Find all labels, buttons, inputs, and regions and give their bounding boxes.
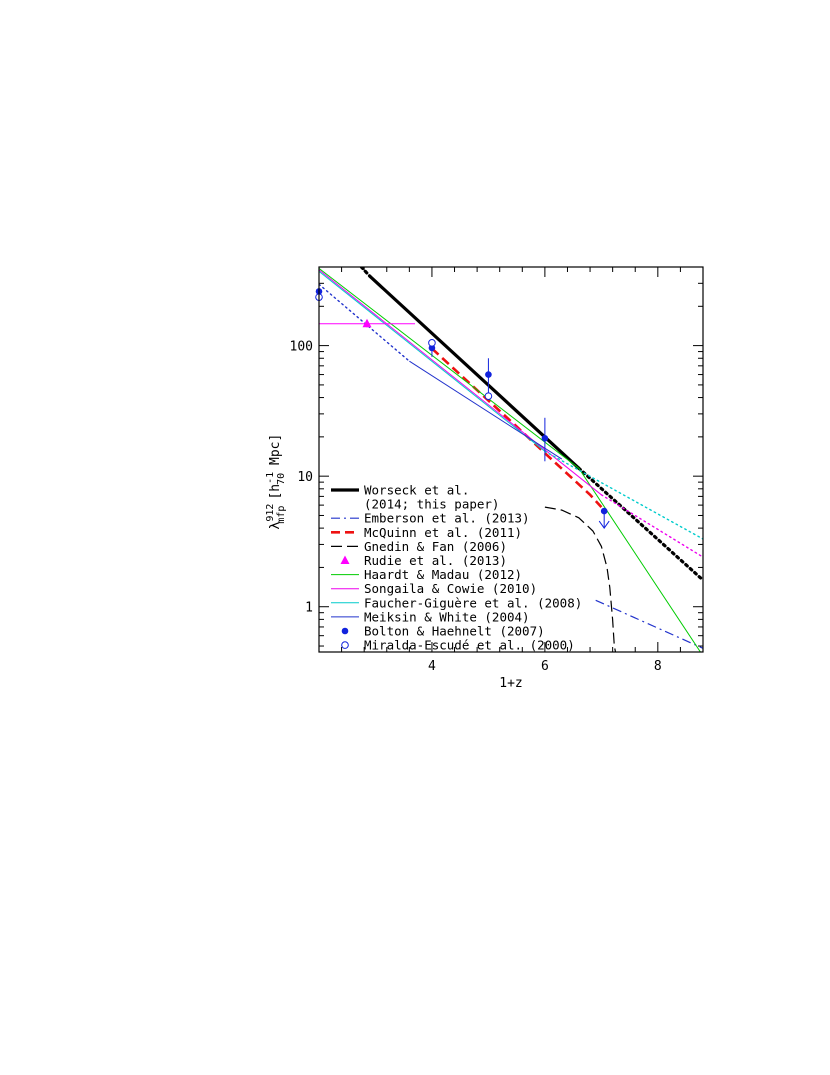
series-songaila-cowie-2010-extension bbox=[600, 494, 703, 558]
x-tick-label: 6 bbox=[541, 659, 549, 674]
legend-rudie-et-al-2013-label: Rudie et al. (2013) bbox=[364, 553, 507, 568]
legend-worseck-et-al-label: Worseck et al. bbox=[364, 483, 469, 498]
series-faucher-gigu-re-et-al-2008-extension bbox=[544, 450, 703, 540]
series-faucher-gigu-re-et-al-2008-line bbox=[319, 271, 546, 452]
y-axis-label-symbol: λ bbox=[268, 522, 283, 530]
legend-meiksin-white-2004-label: Meiksin & White (2004) bbox=[364, 609, 530, 624]
y-tick-label: 1 bbox=[305, 601, 313, 616]
y-axis-label-sub: mfp bbox=[276, 506, 287, 524]
series-songaila-cowie-2010-line bbox=[319, 269, 602, 496]
series-meiksin-white-2004-extension bbox=[319, 283, 411, 362]
legend-mcquinn-et-al-2011-label: McQuinn et al. (2011) bbox=[364, 525, 522, 540]
y-axis-label-unit-open: [h bbox=[268, 484, 283, 500]
series-bolton-haehnelt-2007-point bbox=[541, 434, 549, 442]
y-axis-label-sup: 912 bbox=[265, 504, 276, 522]
legend-faucher-gigu-re-et-al-2008-label: Faucher-Giguère et al. (2008) bbox=[364, 595, 582, 610]
legend-miralda-escud-et-al-2000-swatch bbox=[341, 641, 349, 649]
plot-markers bbox=[315, 277, 610, 529]
plot-frame bbox=[318, 266, 704, 653]
y-axis-label-unit-sup: -1 bbox=[265, 472, 276, 484]
series-gnedin-fan-2006-line bbox=[544, 506, 617, 652]
series-miralda-escud-et-al-2000-point bbox=[428, 339, 436, 347]
series-worseck-et-al-extension bbox=[359, 267, 372, 278]
legend-haardt-madau-2012-label: Haardt & Madau (2012) bbox=[364, 567, 522, 582]
y-tick-label: 100 bbox=[290, 340, 313, 355]
series-bolton-haehnelt-2007-point bbox=[600, 507, 608, 515]
x-tick-label: 4 bbox=[428, 659, 436, 674]
legend-songaila-cowie-2010-label: Songaila & Cowie (2010) bbox=[364, 581, 537, 596]
legend-miralda-escud-et-al-2000-label: Miralda-Escudé et al. (2000) bbox=[364, 638, 575, 653]
legend-bolton-haehnelt-2007-label: Bolton & Haehnelt (2007) bbox=[364, 624, 545, 639]
x-axis-label: 1+z bbox=[499, 676, 522, 691]
legend-worseck-et-al-label-2: (2014; this paper) bbox=[364, 497, 499, 512]
legend-rudie-et-al-2013-swatch bbox=[340, 555, 350, 564]
series-bolton-haehnelt-2007-point bbox=[428, 344, 436, 352]
series-bolton-haehnelt-2007-upper-limit-arrowhead bbox=[598, 520, 610, 529]
series-miralda-escud-et-al-2000-point bbox=[484, 392, 493, 400]
axis-ticks bbox=[318, 266, 704, 652]
legend-bolton-haehnelt-2007-swatch bbox=[341, 627, 349, 635]
series-meiksin-white-2004-line bbox=[409, 360, 563, 460]
y-axis-label-unit-sub: 70 bbox=[276, 473, 287, 485]
series-rudie-et-al-2013-point bbox=[362, 318, 372, 328]
series-emberson-et-al-2013-line bbox=[595, 599, 703, 649]
y-axis-label-unit-close: Mpc] bbox=[268, 434, 283, 473]
y-axis-label: λ912mfp [h-170 Mpc] bbox=[265, 434, 287, 530]
series-haardt-madau-2012-line bbox=[319, 268, 702, 652]
tick-labels: 4 6 8 1 10 100 bbox=[290, 340, 662, 674]
series-worseck-et-al-extension bbox=[577, 466, 703, 582]
series-bolton-haehnelt-2007-point bbox=[485, 371, 492, 378]
legend: Worseck et al.(2014; this paper)Emberson… bbox=[331, 483, 582, 653]
x-tick-label: 8 bbox=[654, 659, 662, 674]
y-tick-label: 10 bbox=[297, 470, 313, 485]
legend-gnedin-fan-2006-label: Gnedin & Fan (2006) bbox=[364, 539, 507, 554]
legend-emberson-et-al-2013-label: Emberson et al. (2013) bbox=[364, 511, 530, 526]
